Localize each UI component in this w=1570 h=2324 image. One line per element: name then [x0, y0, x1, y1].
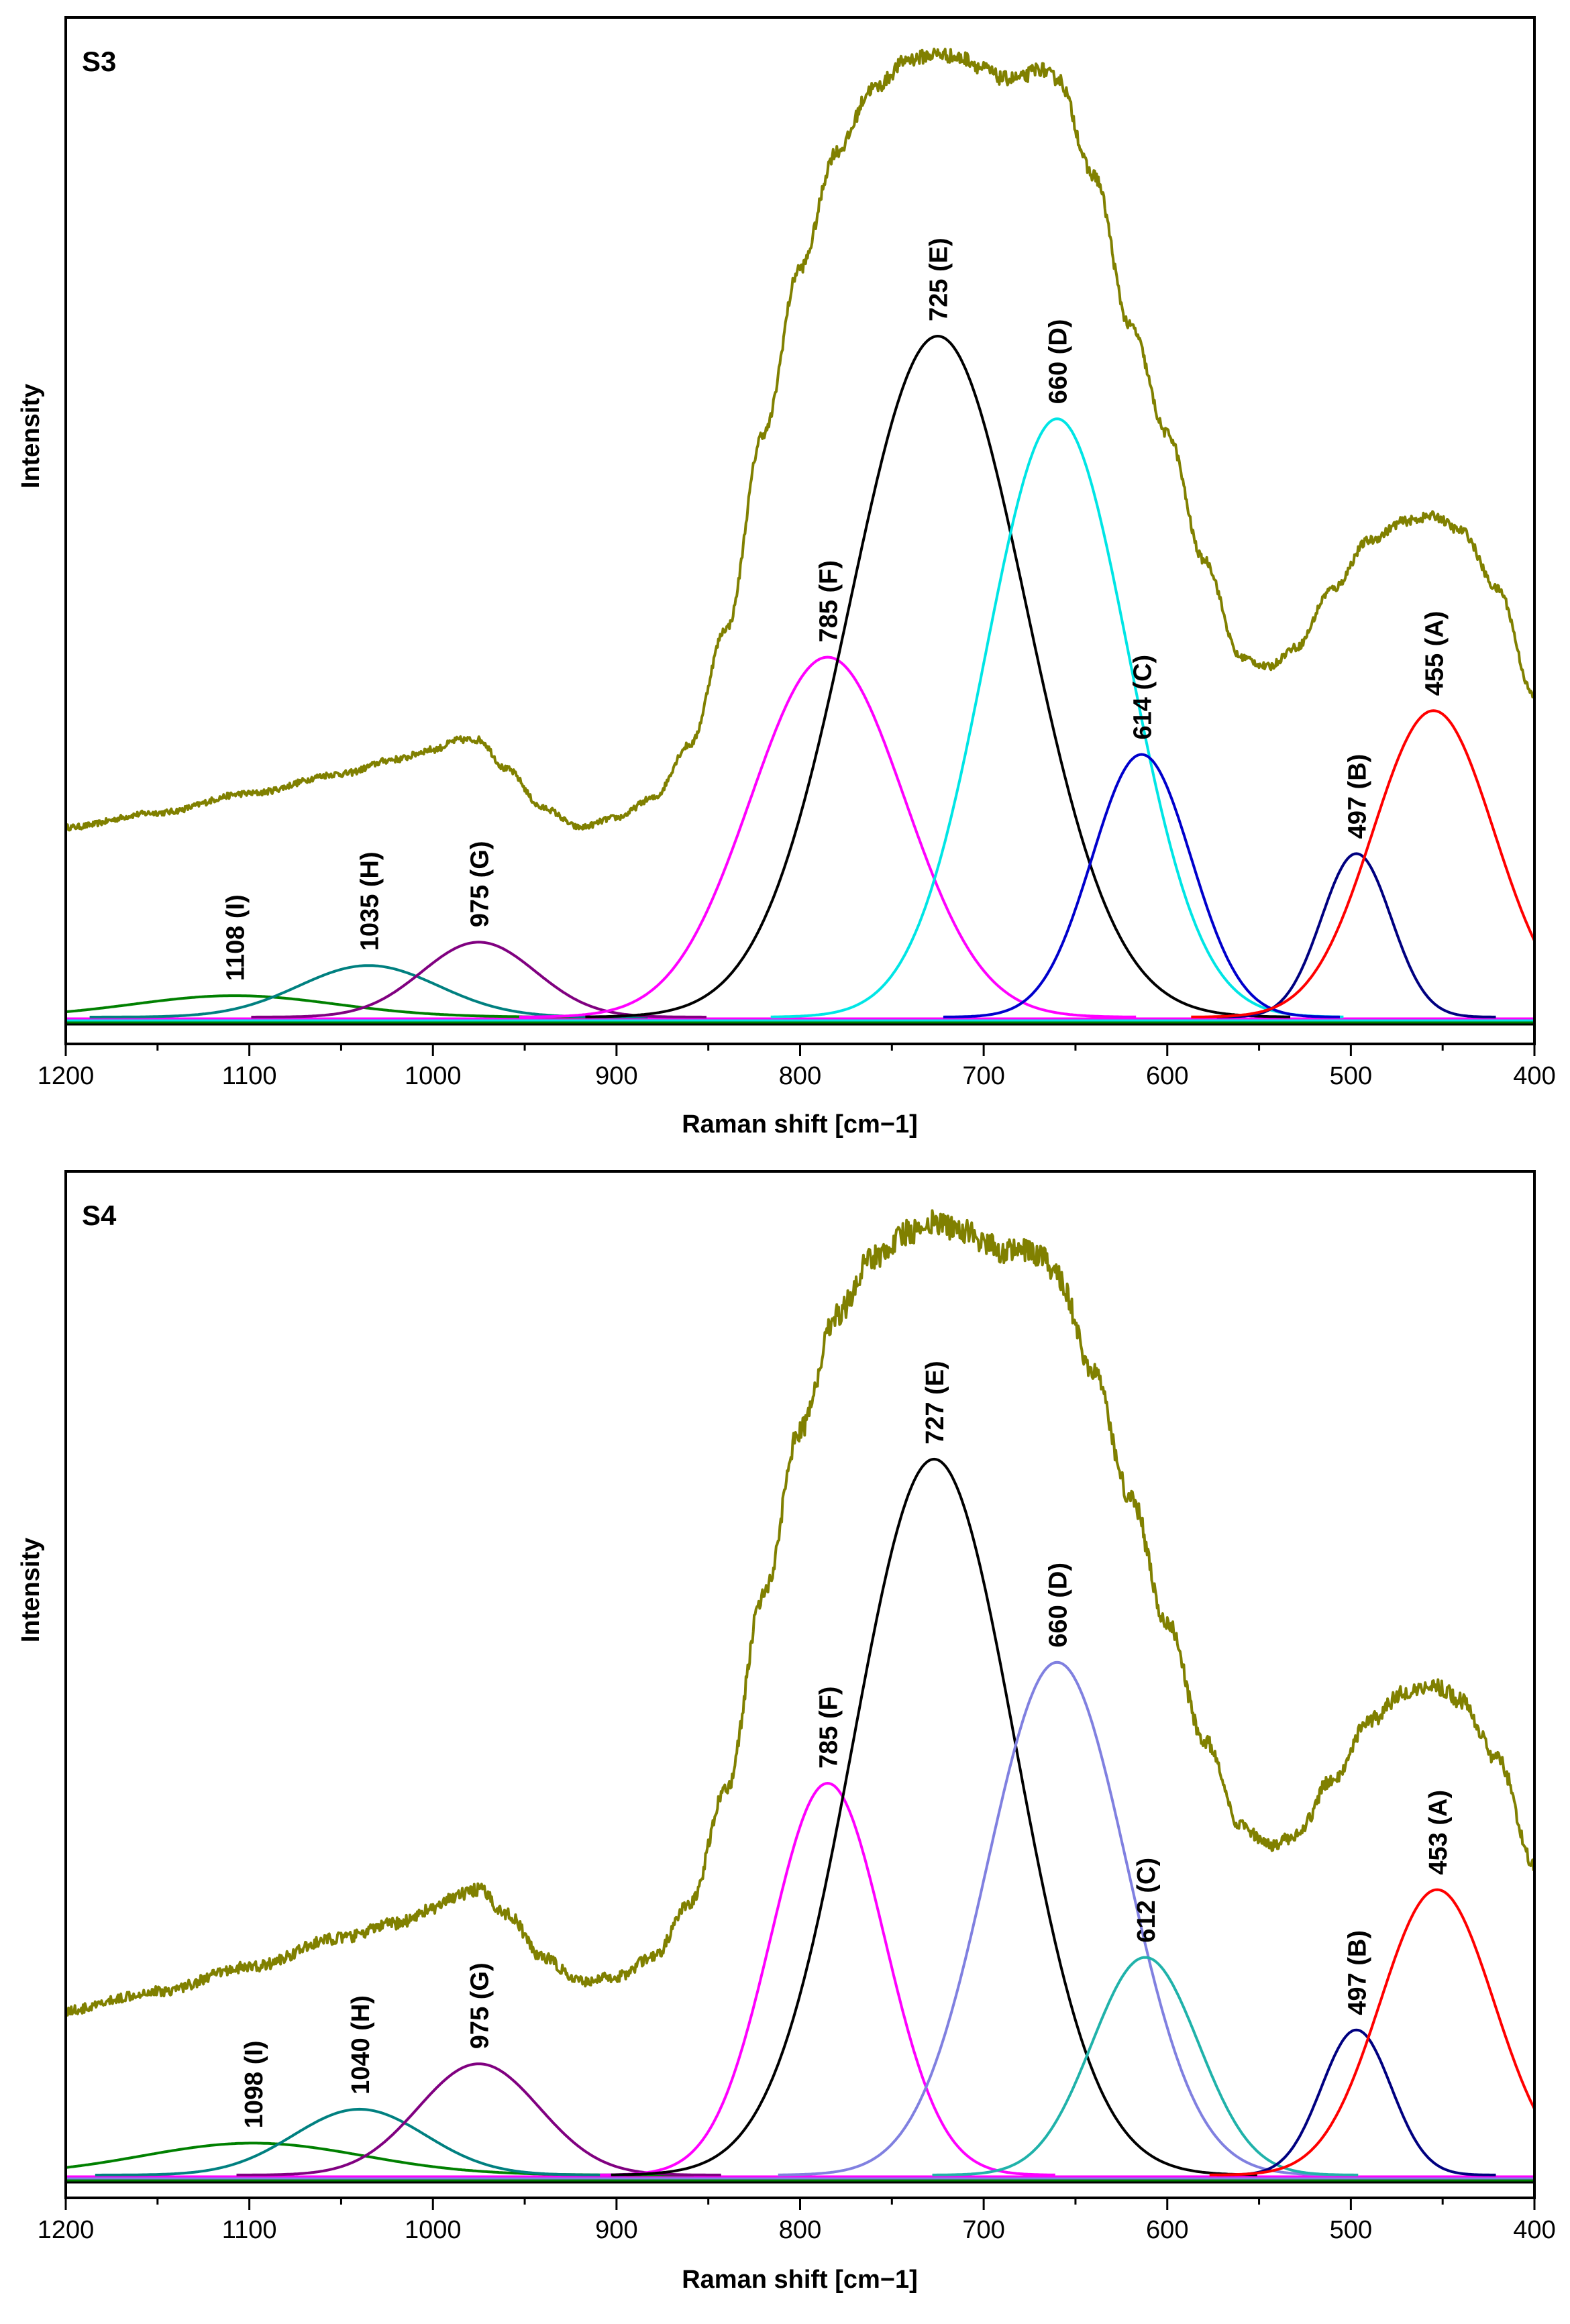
- peak-curve-f: [519, 655, 1137, 1018]
- x-tick-label: 1000: [405, 2216, 462, 2244]
- peak-curve-d: [778, 1660, 1337, 2176]
- x-tick-label: 900: [595, 2216, 637, 2244]
- peak-label-c: 612 (C): [1133, 1858, 1161, 1943]
- y-axis-title: Intensity: [17, 1538, 45, 1642]
- panel-label: S4: [82, 1200, 117, 1231]
- x-tick-label: 600: [1146, 1062, 1188, 1090]
- measured-spectrum-line: [64, 1209, 1536, 2017]
- peak-curve-e: [585, 334, 1291, 1018]
- x-tick-label: 700: [962, 2216, 1004, 2244]
- peak-label-a: 455 (A): [1421, 611, 1449, 696]
- y-axis-title: Intensity: [17, 384, 45, 488]
- x-tick-label: 1200: [38, 2216, 95, 2244]
- peak-curve-i: [65, 994, 639, 1018]
- x-axis-title: Raman shift [cm−1]: [682, 1110, 918, 1139]
- x-tick-label: 1100: [222, 1062, 277, 1090]
- peak-label-c: 614 (C): [1129, 655, 1157, 740]
- panel-s3: S3 1200 1100 1000 900 800 700 600 500 400 1108 (…: [17, 16, 1556, 1139]
- x-tick-label: 1000: [405, 1062, 462, 1090]
- peak-curve-f: [600, 1781, 1055, 2176]
- x-axis-title: Raman shift [cm−1]: [682, 2266, 918, 2294]
- peak-label-g: 975 (G): [466, 841, 494, 927]
- x-tick-label: 500: [1330, 2216, 1372, 2244]
- x-tick-label: 800: [779, 2216, 821, 2244]
- peak-curve-c: [932, 1956, 1359, 2176]
- peak-label-i: 1108 (I): [222, 894, 250, 981]
- peak-curve-b: [1216, 2028, 1496, 2176]
- peak-label-h: 1035 (H): [356, 851, 384, 951]
- x-tick-label: 800: [779, 1062, 821, 1090]
- x-tick-label: 1200: [38, 1062, 95, 1090]
- measured-spectrum-line: [64, 48, 1536, 832]
- peak-curve-a: [1191, 709, 1536, 1018]
- peak-label-i: 1098 (I): [240, 2040, 268, 2128]
- peak-curve-g: [251, 941, 706, 1018]
- plot-frame: [64, 1170, 1536, 2199]
- peak-label-d: 660 (D): [1045, 319, 1073, 405]
- peak-label-b: 497 (B): [1344, 754, 1372, 839]
- x-tick-label: 600: [1146, 2216, 1188, 2244]
- peak-label-b: 497 (B): [1344, 1930, 1372, 2015]
- x-tick-label: 500: [1330, 1062, 1372, 1090]
- peak-curve-c: [943, 753, 1341, 1018]
- peak-label-f: 785 (F): [815, 560, 843, 642]
- peak-label-h: 1040 (H): [347, 1995, 375, 2095]
- panel-s4: S4 1200 1100 1000 900 800 700 600 500 400 1098 (…: [17, 1170, 1556, 2294]
- peak-label-f: 785 (F): [815, 1687, 843, 1768]
- peak-curve-g: [236, 2062, 721, 2176]
- plot-frame: [64, 16, 1536, 1045]
- peak-curve-e: [611, 1457, 1257, 2176]
- peak-label-e: 727 (E): [921, 1361, 949, 1444]
- panel-label: S3: [82, 46, 116, 77]
- peak-curve-d: [770, 417, 1344, 1018]
- peak-label-g: 975 (G): [466, 1962, 494, 2049]
- peak-label-d: 660 (D): [1045, 1563, 1073, 1648]
- peak-curve-h: [95, 2107, 624, 2176]
- x-tick-label: 400: [1513, 1062, 1555, 1090]
- x-tick-label: 900: [595, 1062, 637, 1090]
- x-tick-label: 1100: [222, 2216, 277, 2244]
- peak-label-e: 725 (E): [925, 237, 953, 321]
- peak-label-a: 453 (A): [1424, 1790, 1453, 1875]
- x-tick-label: 400: [1513, 2216, 1555, 2244]
- x-tick-label: 700: [962, 1062, 1004, 1090]
- peak-curve-a: [1209, 1888, 1536, 2176]
